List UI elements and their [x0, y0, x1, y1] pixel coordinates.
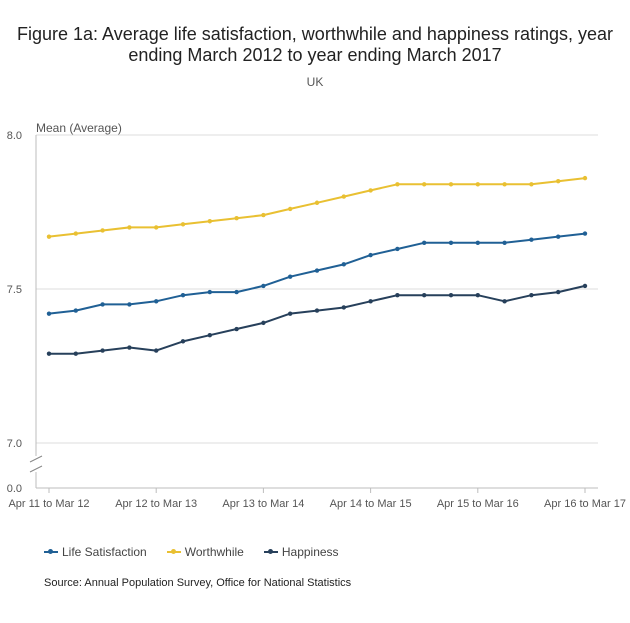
- chart-subtitle: UK: [306, 75, 324, 89]
- data-point-worthwhile: [100, 228, 105, 233]
- legend-item-happiness[interactable]: Happiness: [263, 545, 339, 559]
- data-point-worthwhile: [582, 175, 588, 181]
- legend-swatch-happiness: [263, 549, 278, 554]
- x-tick-label: Apr 15 to Mar 16: [437, 498, 519, 510]
- data-point-worthwhile: [556, 179, 561, 184]
- data-point-life-satisfaction: [475, 240, 480, 245]
- data-point-life-satisfaction: [100, 302, 105, 307]
- data-point-life-satisfaction: [73, 308, 79, 313]
- series-line-happiness: [49, 284, 586, 355]
- data-point-life-satisfaction: [154, 299, 159, 304]
- data-point-worthwhile: [207, 219, 212, 224]
- chart-title: Figure 1a: Average life satisfaction, wo…: [16, 24, 613, 65]
- data-point-life-satisfaction: [502, 240, 507, 245]
- data-point-happiness: [395, 292, 400, 298]
- data-point-happiness: [207, 333, 212, 338]
- data-point-worthwhile: [368, 188, 373, 193]
- legend-swatch-worthwhile: [166, 549, 181, 554]
- data-point-happiness: [100, 348, 105, 353]
- data-point-worthwhile: [448, 182, 454, 187]
- data-point-worthwhile: [422, 182, 427, 187]
- data-point-happiness: [73, 351, 79, 356]
- data-point-worthwhile: [154, 225, 159, 230]
- data-point-life-satisfaction: [46, 311, 52, 316]
- data-point-worthwhile: [127, 225, 132, 230]
- data-point-happiness: [234, 326, 239, 332]
- x-tick-label: Apr 11 to Mar 12: [8, 498, 89, 510]
- legend-item-life-satisfaction[interactable]: Life Satisfaction: [44, 545, 147, 559]
- y-axis-label: Mean (Average): [36, 121, 122, 135]
- data-point-happiness: [582, 283, 588, 289]
- data-point-worthwhile: [73, 231, 79, 236]
- legend-item-worthwhile[interactable]: Worthwhile: [166, 545, 244, 559]
- data-point-happiness: [154, 348, 159, 353]
- data-point-worthwhile: [46, 234, 52, 239]
- data-point-worthwhile: [261, 212, 266, 218]
- data-point-life-satisfaction: [180, 292, 186, 298]
- legend-label-happiness: Happiness: [281, 545, 339, 559]
- y-tick-label: 8.0: [7, 130, 22, 142]
- data-point-happiness: [475, 292, 480, 298]
- data-point-life-satisfaction: [314, 268, 320, 273]
- data-point-life-satisfaction: [448, 240, 454, 245]
- x-tick-label: Apr 13 to Mar 14: [222, 498, 304, 510]
- data-point-life-satisfaction: [261, 283, 266, 289]
- data-point-life-satisfaction: [288, 274, 293, 279]
- data-point-happiness: [422, 292, 427, 298]
- y-tick-label: 7.0: [7, 438, 22, 450]
- data-point-happiness: [127, 345, 132, 350]
- data-point-life-satisfaction: [556, 234, 561, 239]
- data-point-happiness: [529, 292, 534, 298]
- y-tick-label: 7.5: [7, 284, 22, 296]
- data-point-happiness: [180, 339, 186, 344]
- data-point-worthwhile: [395, 182, 400, 187]
- x-tick-label: Apr 14 to Mar 15: [330, 498, 412, 510]
- data-point-happiness: [368, 299, 373, 304]
- data-point-life-satisfaction: [422, 240, 427, 245]
- legend-label-worthwhile: Worthwhile: [184, 545, 244, 559]
- data-point-worthwhile: [502, 182, 507, 187]
- data-point-worthwhile: [341, 194, 346, 199]
- data-point-worthwhile: [314, 200, 320, 205]
- data-point-worthwhile: [234, 215, 239, 221]
- data-point-life-satisfaction: [368, 252, 373, 258]
- axis-break: [29, 455, 43, 473]
- source-note: Source: Annual Population Survey, Office…: [44, 577, 352, 589]
- data-point-happiness: [448, 292, 454, 298]
- data-point-life-satisfaction: [395, 246, 400, 252]
- data-point-worthwhile: [475, 182, 480, 187]
- data-point-happiness: [502, 299, 507, 304]
- data-point-life-satisfaction: [207, 289, 212, 295]
- data-point-happiness: [261, 320, 266, 326]
- data-point-life-satisfaction: [234, 289, 239, 295]
- data-point-life-satisfaction: [529, 237, 534, 242]
- x-tick-label: Apr 16 to Mar 17: [544, 498, 626, 510]
- legend: Life Satisfaction Worthwhile Happiness: [44, 545, 339, 559]
- data-point-life-satisfaction: [127, 302, 132, 307]
- data-point-happiness: [314, 308, 320, 313]
- data-point-happiness: [556, 289, 561, 295]
- data-point-life-satisfaction: [341, 262, 346, 267]
- legend-swatch-life-satisfaction: [44, 549, 58, 554]
- data-point-happiness: [341, 305, 346, 310]
- data-point-worthwhile: [288, 206, 293, 212]
- y-tick-label: 0.0: [7, 483, 22, 495]
- data-point-worthwhile: [180, 222, 186, 227]
- data-point-life-satisfaction: [582, 231, 588, 236]
- data-point-happiness: [288, 311, 293, 316]
- data-point-worthwhile: [529, 182, 534, 187]
- x-tick-label: Apr 12 to Mar 13: [115, 498, 197, 510]
- data-point-happiness: [46, 351, 52, 356]
- legend-label-life-satisfaction: Life Satisfaction: [62, 545, 147, 559]
